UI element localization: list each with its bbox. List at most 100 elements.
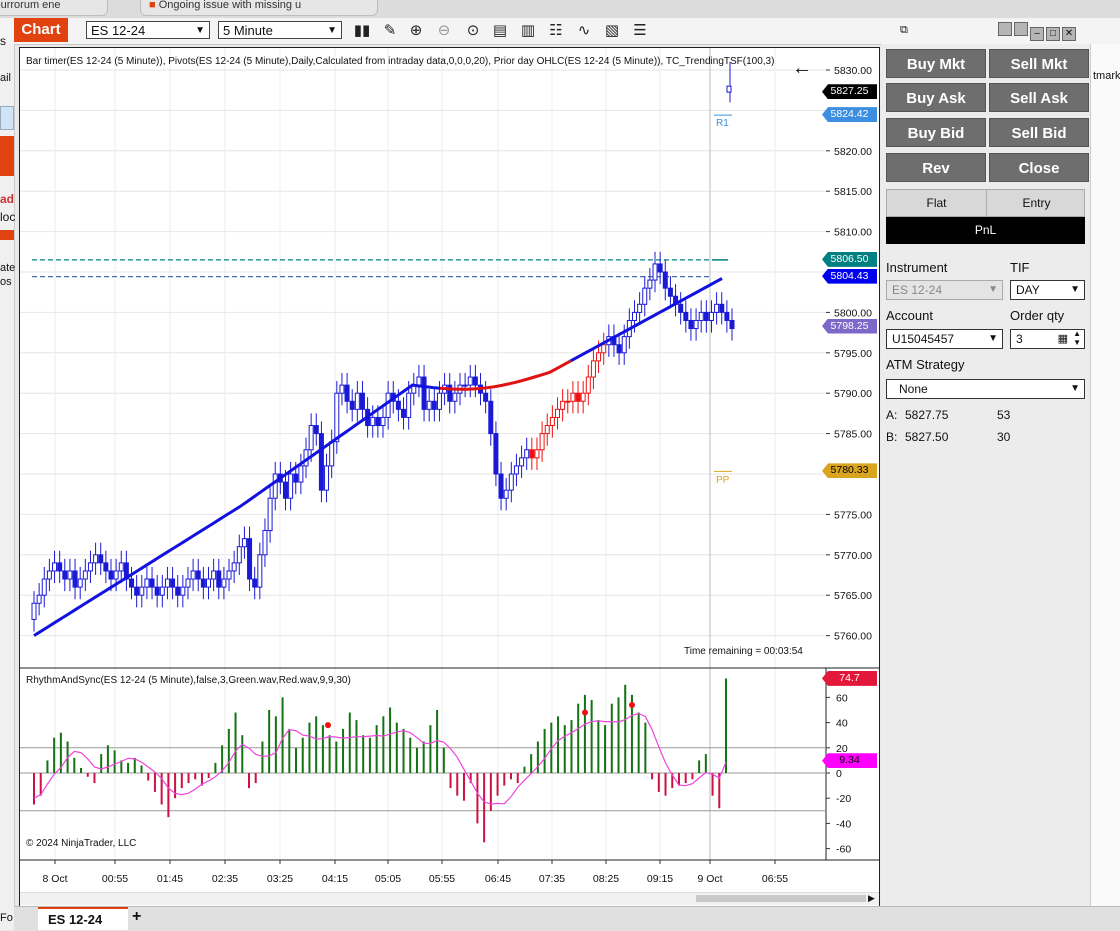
histogram-bar xyxy=(415,747,418,773)
calculator-icon[interactable]: ▦ xyxy=(1057,333,1068,345)
candle-body xyxy=(159,586,165,596)
buy-market-button[interactable]: Buy Mkt xyxy=(886,49,986,78)
time-tick-label: 05:05 xyxy=(375,873,401,885)
histogram-bar xyxy=(247,773,250,789)
histogram-bar xyxy=(308,722,311,773)
window-menu-icon[interactable] xyxy=(998,22,1012,36)
candle-body xyxy=(621,336,627,354)
candle-body xyxy=(601,344,607,354)
candle-body xyxy=(498,473,504,499)
crosshair-icon[interactable]: ⊙ xyxy=(466,22,480,39)
candle-body xyxy=(375,416,381,427)
sell-ask-button[interactable]: Sell Ask xyxy=(989,83,1089,112)
candle-body xyxy=(724,311,730,321)
horizontal-scrollbar[interactable]: ▶ xyxy=(20,892,879,905)
candle-body xyxy=(103,562,109,572)
atm-strategy-select[interactable]: None ▼ xyxy=(886,379,1085,399)
account-select[interactable]: U15045457 ▼ xyxy=(886,329,1003,349)
candle-body xyxy=(190,570,196,580)
strategies-icon[interactable]: ▧ xyxy=(604,22,620,39)
candle-body xyxy=(524,449,530,459)
histogram-bar xyxy=(214,762,217,773)
chart-trader-icon[interactable]: ▥ xyxy=(520,22,536,39)
entry-price-label: Entry xyxy=(1022,196,1051,210)
zoom-in-icon[interactable]: ⊕ xyxy=(409,22,423,39)
tif-label: TIF xyxy=(1010,260,1030,275)
candle-body xyxy=(508,473,514,491)
instrument-field[interactable]: ES 12-24 ▼ xyxy=(886,280,1003,300)
edge-text: ate xyxy=(0,262,16,274)
candle-body xyxy=(129,578,135,588)
browser-tab[interactable]: ■ Ongoing issue with missing u xyxy=(140,0,378,16)
chart-canvas[interactable]: 5830.005825.005820.005815.005810.005805.… xyxy=(20,48,879,906)
instrument-label: Instrument xyxy=(886,260,948,275)
edge-text: tmark xyxy=(1093,70,1120,82)
window-pin-icon[interactable] xyxy=(1014,22,1028,36)
scroll-right-icon[interactable]: ▶ xyxy=(868,893,875,903)
pencil-draw-icon[interactable]: ✎ xyxy=(383,22,397,39)
indicators-icon[interactable]: ∿ xyxy=(577,22,591,39)
histogram-bar xyxy=(456,773,459,796)
candle-body xyxy=(144,578,150,588)
chevron-down-icon: ▼ xyxy=(195,25,205,36)
chevron-down-icon: ▼ xyxy=(988,333,998,344)
price-tick-label: 5795.00 xyxy=(834,348,872,360)
buy-bid-button[interactable]: Buy Bid xyxy=(886,118,986,147)
order-qty-stepper[interactable]: 3 ▦ ▲ ▼ xyxy=(1010,329,1085,349)
candle-body xyxy=(714,303,720,313)
back-arrow-icon[interactable]: ← xyxy=(792,57,812,79)
candle-body xyxy=(662,271,668,289)
candle-body xyxy=(149,578,155,588)
time-tick-label: 9 Oct xyxy=(697,873,722,885)
buy-ask-button[interactable]: Buy Ask xyxy=(886,83,986,112)
browser-tab-label: yourrorum ene xyxy=(0,0,61,11)
candle-body xyxy=(570,392,576,402)
candle-body xyxy=(637,303,643,313)
candle-body xyxy=(108,570,114,580)
scrollbar-thumb[interactable] xyxy=(696,895,866,902)
bar-type-icon[interactable]: ▮▮ xyxy=(353,22,371,39)
candle-body xyxy=(657,263,663,273)
histogram-bar xyxy=(543,728,546,773)
chart-panel[interactable]: 5830.005825.005820.005815.005810.005805.… xyxy=(19,47,880,907)
candle-body xyxy=(67,570,73,580)
indicator-tick-label: -40 xyxy=(836,818,851,830)
histogram-bar xyxy=(254,773,257,784)
histogram-bar xyxy=(93,773,96,784)
candle-body xyxy=(693,319,699,330)
data-box-icon[interactable]: ▤ xyxy=(492,22,508,39)
histogram-bar xyxy=(46,760,49,773)
interval-selector[interactable]: 5 Minute ▼ xyxy=(218,21,342,39)
zoom-out-icon[interactable]: ⊖ xyxy=(437,22,451,39)
indicator-tick-label: -60 xyxy=(836,844,851,856)
time-tick-label: 00:55 xyxy=(102,873,128,885)
link-icon[interactable]: ⧉ xyxy=(900,24,908,36)
sell-bid-button[interactable]: Sell Bid xyxy=(989,118,1089,147)
browser-tab[interactable]: yourrorum ene xyxy=(0,0,108,16)
histogram-bar xyxy=(677,773,680,786)
maximize-icon[interactable]: □ xyxy=(1046,27,1060,41)
add-tab-button[interactable]: + xyxy=(132,908,142,925)
stepper-arrows-icon[interactable]: ▲ ▼ xyxy=(1073,329,1081,347)
indicator-header-text: RhythmAndSync(ES 12-24 (5 Minute),false,… xyxy=(26,675,351,686)
candle-body xyxy=(370,416,376,427)
close-icon[interactable]: ✕ xyxy=(1062,27,1076,41)
candle-body xyxy=(175,586,181,596)
price-tick-label: 5775.00 xyxy=(834,509,872,521)
menu-list-icon[interactable]: ☰ xyxy=(633,22,647,39)
candle-body xyxy=(667,287,673,297)
tif-select[interactable]: DAY ▼ xyxy=(1010,280,1085,300)
close-position-button[interactable]: Close xyxy=(989,153,1089,182)
chart-toolbar: Chart ES 12-24 ▼ 5 Minute ▼ ▮▮ ✎ ⊕ ⊖ ⊙ ▤ ▥… xyxy=(0,18,1120,45)
instrument-selector[interactable]: ES 12-24 ▼ xyxy=(86,21,210,39)
candle-body xyxy=(231,562,237,572)
histogram-bar xyxy=(469,773,472,784)
sell-market-button[interactable]: Sell Mkt xyxy=(989,49,1089,78)
indicator-signal-dots xyxy=(325,701,635,729)
interval-selector-value: 5 Minute xyxy=(223,23,273,38)
chart-tab-es[interactable]: ES 12-24 xyxy=(38,907,128,930)
minimize-icon[interactable]: – xyxy=(1030,27,1044,41)
reverse-button[interactable]: Rev xyxy=(886,153,986,182)
chart-window-tab[interactable]: Chart xyxy=(14,18,68,42)
properties-icon[interactable]: ☷ xyxy=(549,22,563,39)
